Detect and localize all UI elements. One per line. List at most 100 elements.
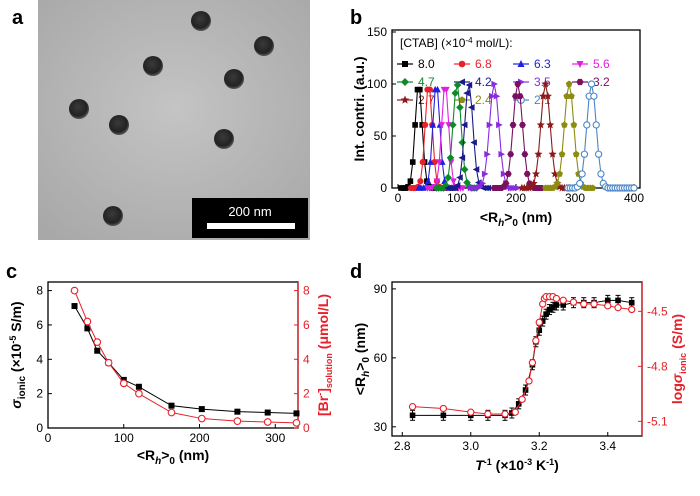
legend-label: 8.0 xyxy=(418,57,435,71)
data-point xyxy=(433,178,441,185)
data-point xyxy=(479,180,487,187)
x-tick-label: 400 xyxy=(624,191,644,205)
data-point xyxy=(502,180,510,187)
data-point xyxy=(467,408,475,416)
x-tick-label: 3.4 xyxy=(599,439,616,453)
panel-label-d: d xyxy=(350,261,362,283)
y-tick-label-left: 8 xyxy=(36,284,43,298)
y-tick-label-left: 0 xyxy=(36,421,43,435)
data-point xyxy=(592,121,600,129)
data-point xyxy=(427,158,434,165)
data-point xyxy=(565,80,573,87)
data-point xyxy=(456,103,464,112)
data-point xyxy=(615,297,621,304)
panel-a: a 200 nm xyxy=(12,0,310,240)
data-point xyxy=(449,121,457,129)
data-point xyxy=(550,304,556,311)
data-point xyxy=(587,80,596,88)
data-point xyxy=(628,305,636,314)
data-point xyxy=(484,410,492,418)
data-point xyxy=(419,158,426,166)
series-right xyxy=(408,293,636,418)
data-point xyxy=(604,297,611,304)
data-point xyxy=(409,412,416,419)
data-point xyxy=(514,81,522,87)
data-point xyxy=(561,121,568,128)
x-axis-label: <Rh>0 (nm) xyxy=(137,447,209,467)
data-point xyxy=(630,184,638,192)
nanoparticle xyxy=(69,99,89,119)
data-point xyxy=(543,91,552,100)
data-point xyxy=(576,179,584,188)
data-point xyxy=(524,183,534,192)
data-point xyxy=(292,418,301,427)
data-point xyxy=(590,92,598,100)
data-point xyxy=(486,121,494,129)
data-point xyxy=(546,306,553,313)
legend-label: 6.8 xyxy=(475,57,492,71)
data-point xyxy=(93,338,102,346)
x-axis-label: <Rh>0 (nm) xyxy=(480,209,552,229)
x-tick-label: 0 xyxy=(45,431,52,445)
data-point xyxy=(234,408,241,415)
x-tick-label: 300 xyxy=(565,191,585,205)
data-point xyxy=(450,178,457,185)
series-left xyxy=(71,303,300,417)
data-point xyxy=(509,121,517,128)
legend-label: 2.4 xyxy=(475,93,492,107)
data-point xyxy=(541,79,550,88)
panel-label-a: a xyxy=(12,7,24,29)
data-point xyxy=(434,85,441,93)
data-point xyxy=(447,159,455,166)
data-point xyxy=(465,81,473,89)
data-point xyxy=(453,81,462,89)
data-point xyxy=(552,294,561,303)
data-point xyxy=(84,325,91,332)
data-point xyxy=(516,93,524,100)
y-tick-label-left: 6 xyxy=(36,318,43,332)
data-point xyxy=(233,417,242,425)
data-point xyxy=(168,402,175,409)
data-point xyxy=(104,358,113,367)
legend-title: [CTAB] (×10-4 mol/L): xyxy=(400,36,513,50)
x-tick-label: 200 xyxy=(189,431,209,445)
panel-label-b: b xyxy=(350,7,362,29)
data-point xyxy=(198,406,205,413)
data-point xyxy=(491,80,498,88)
y-axis-label: Int. contri. (a.u.) xyxy=(351,57,367,162)
data-point xyxy=(493,92,501,100)
series-2.1 xyxy=(564,80,638,192)
data-point xyxy=(429,121,437,128)
data-point xyxy=(167,408,176,417)
data-point xyxy=(511,408,519,416)
data-point xyxy=(458,78,465,86)
data-point xyxy=(512,93,519,100)
data-point xyxy=(558,150,566,158)
data-point xyxy=(519,121,526,128)
data-point xyxy=(507,151,515,158)
data-point xyxy=(264,409,271,416)
data-point xyxy=(456,174,463,181)
legend-label: 4.7 xyxy=(418,75,435,89)
y-tick-label: 0 xyxy=(380,181,387,195)
legend-label: 6.3 xyxy=(534,57,551,71)
x-tick-label: 0 xyxy=(395,191,402,205)
y-tick-label: 50 xyxy=(374,129,388,143)
panel-label-c: c xyxy=(6,261,17,283)
x-axis-label: T-1 (×10-3 K-1) xyxy=(475,457,559,473)
data-point xyxy=(402,61,408,67)
x-tick-label: 3.0 xyxy=(462,439,479,453)
data-point xyxy=(426,86,433,93)
data-point xyxy=(460,165,469,174)
legend-label: 5.6 xyxy=(593,57,610,71)
y-tick-label-right: 2 xyxy=(303,387,310,401)
data-point xyxy=(94,347,101,354)
y-axis-label-right: [Br-]solution (μmol/L) xyxy=(315,294,334,416)
x-tick-label: 100 xyxy=(447,191,467,205)
data-point xyxy=(514,184,522,192)
data-point xyxy=(518,395,526,403)
data-point xyxy=(135,389,143,398)
data-point xyxy=(597,170,605,178)
data-point xyxy=(528,359,537,367)
data-point xyxy=(70,286,79,295)
